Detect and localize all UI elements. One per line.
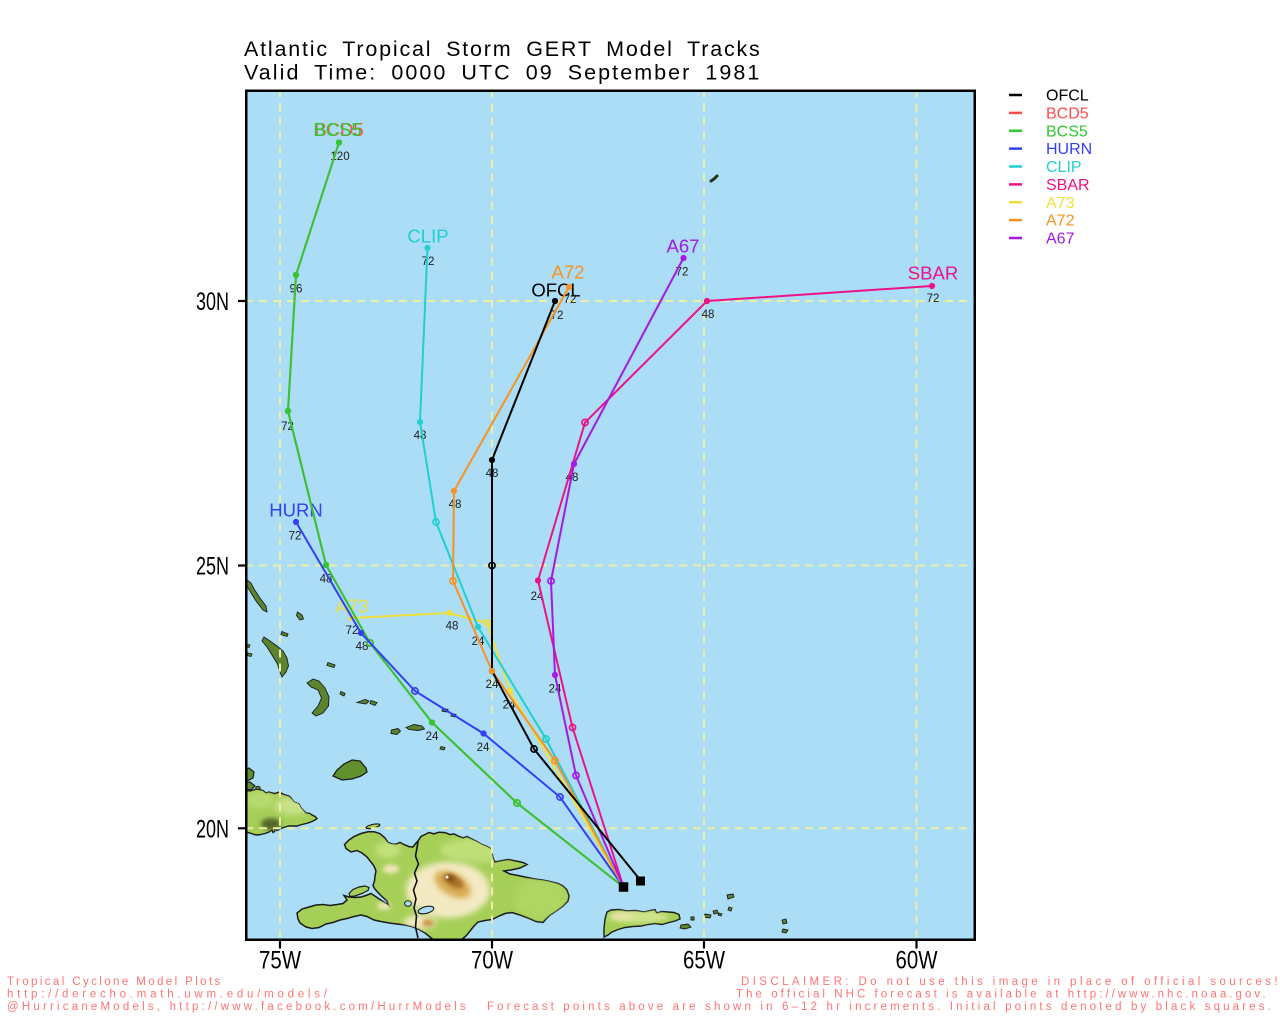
svg-text:48: 48	[446, 621, 459, 633]
svg-text:DISCLAIMER: Do not use this im: DISCLAIMER: Do not use this image in pla…	[741, 976, 1280, 988]
svg-text:24: 24	[549, 684, 562, 696]
svg-text:The official NHC forecast is a: The official NHC forecast is available a…	[736, 989, 1269, 1001]
svg-text:OFCL: OFCL	[1046, 88, 1089, 105]
svg-text:24: 24	[477, 742, 490, 754]
svg-text:48: 48	[702, 309, 715, 321]
svg-text:BCS5: BCS5	[1046, 123, 1088, 140]
svg-text:A73: A73	[336, 596, 369, 617]
svg-text:BCS5: BCS5	[313, 119, 361, 140]
svg-text:48: 48	[320, 574, 333, 586]
svg-text:CLIP: CLIP	[1046, 159, 1082, 176]
svg-text:48: 48	[449, 499, 462, 511]
svg-text:72: 72	[422, 256, 435, 268]
svg-text:BCD5: BCD5	[1046, 105, 1089, 122]
svg-text:A67: A67	[667, 236, 700, 257]
svg-text:SBAR: SBAR	[908, 263, 958, 284]
svg-text:Forecast points above are show: Forecast points above are shown in 6–12 …	[487, 1001, 1274, 1013]
svg-text:72: 72	[346, 625, 359, 637]
svg-text:72: 72	[564, 294, 577, 306]
svg-text:24: 24	[426, 731, 439, 743]
svg-text:SBAR: SBAR	[1046, 177, 1090, 194]
svg-text:A73: A73	[1046, 195, 1075, 212]
svg-text:48: 48	[356, 641, 369, 653]
svg-text:HURN: HURN	[269, 500, 322, 521]
svg-text:http://derecho.math.uwm.edu/mo: http://derecho.math.uwm.edu/models/	[7, 989, 331, 1001]
svg-text:HURN: HURN	[1046, 141, 1092, 158]
svg-text:60W: 60W	[896, 947, 938, 975]
svg-text:72: 72	[676, 267, 689, 279]
svg-text:Atlantic Tropical Storm GERT M: Atlantic Tropical Storm GERT Model Track…	[244, 37, 762, 61]
svg-text:A67: A67	[1046, 231, 1075, 248]
svg-text:BCD5: BCD5	[314, 119, 363, 140]
svg-text:A72: A72	[552, 262, 585, 283]
svg-text:25N: 25N	[196, 553, 229, 581]
svg-text:72: 72	[289, 531, 302, 543]
svg-text:Tropical Cyclone Model Plots: Tropical Cyclone Model Plots	[7, 976, 223, 988]
svg-text:@HurricaneModels, http://www.f: @HurricaneModels, http://www.facebook.co…	[7, 1001, 469, 1013]
svg-text:Valid Time: 0000 UTC 09 Septem: Valid Time: 0000 UTC 09 September 1981	[244, 61, 761, 85]
svg-text:48: 48	[414, 430, 427, 442]
svg-text:70W: 70W	[471, 947, 513, 975]
svg-text:30N: 30N	[196, 288, 229, 316]
svg-text:20N: 20N	[196, 815, 229, 843]
svg-text:CLIP: CLIP	[407, 226, 448, 247]
svg-text:72: 72	[927, 293, 940, 305]
svg-text:A72: A72	[1046, 213, 1075, 230]
svg-text:24: 24	[486, 679, 499, 691]
svg-text:65W: 65W	[683, 947, 725, 975]
svg-text:75W: 75W	[259, 947, 301, 975]
